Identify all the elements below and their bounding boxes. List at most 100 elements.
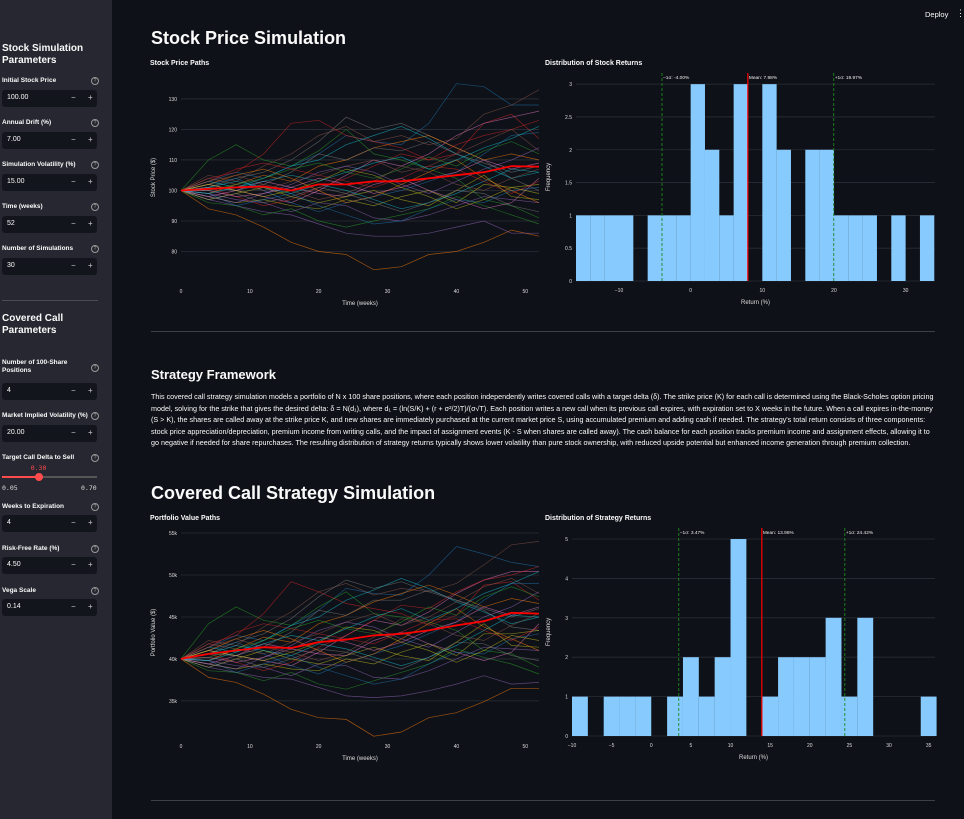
simulation-path (181, 141, 540, 191)
input-value[interactable]: 15.00 (7, 178, 25, 185)
initial-price-input[interactable]: 100.00 − + (2, 90, 97, 107)
y-tick-label: 55k (169, 531, 178, 537)
input-value[interactable]: 4 (7, 387, 11, 394)
input-value[interactable]: 52 (7, 220, 15, 227)
help-icon[interactable]: ? (91, 119, 99, 127)
x-tick-label: 35 (926, 743, 932, 749)
histogram-bar (572, 696, 588, 736)
time-weeks-input[interactable]: 52 − + (2, 216, 97, 233)
decrement-button[interactable]: − (71, 518, 76, 527)
help-icon[interactable]: ? (91, 412, 99, 420)
histogram-bar (833, 215, 849, 281)
simulation-path (180, 190, 540, 222)
decrement-button[interactable]: − (71, 386, 76, 395)
increment-button[interactable]: + (88, 219, 93, 228)
annual-drift-input[interactable]: 7.00 − + (2, 132, 97, 149)
weeks-expiration-input[interactable]: 4 − + (2, 515, 97, 532)
increment-button[interactable]: + (88, 93, 93, 102)
histogram-bar (590, 215, 605, 281)
help-icon[interactable]: ? (91, 545, 99, 553)
y-tick-label: 110 (169, 158, 177, 164)
histogram-bar (730, 539, 747, 736)
simulation-path (180, 83, 539, 191)
histogram-bar (635, 696, 652, 736)
x-tick-label: 30 (903, 288, 909, 294)
decrement-button[interactable]: − (71, 602, 76, 611)
help-icon[interactable]: ? (91, 454, 99, 462)
vertical-dots-icon[interactable]: ⋮ (956, 8, 964, 18)
delta-slider-label: Target Call Delta to Sell (2, 454, 75, 461)
decrement-button[interactable]: − (71, 219, 76, 228)
simulation-path (180, 633, 540, 685)
simulation-path (180, 126, 540, 191)
histogram-bar (891, 215, 906, 281)
histogram-bar (576, 215, 591, 281)
slider-min-label: 0.05 (2, 484, 18, 492)
input-value[interactable]: 100.00 (7, 94, 29, 101)
increment-button[interactable]: + (88, 177, 93, 186)
x-tick-label: 0 (180, 289, 183, 295)
decrement-button[interactable]: − (71, 560, 76, 569)
y-tick-label: 80 (171, 249, 177, 255)
num-simulations-input[interactable]: 30 − + (2, 258, 97, 275)
simulation-path (180, 591, 540, 670)
delta-slider[interactable] (2, 473, 97, 481)
help-icon[interactable]: ? (91, 587, 99, 595)
x-axis-label: Return (%) (741, 300, 770, 306)
histogram-bar (619, 696, 636, 736)
implied-vol-input[interactable]: 20.00 − + (2, 425, 97, 442)
sim-volatility-input[interactable]: 15.00 − + (2, 174, 97, 191)
increment-button[interactable]: + (88, 428, 93, 437)
x-tick-label: −10 (568, 743, 577, 749)
input-value[interactable]: 4 (7, 519, 11, 526)
increment-button[interactable]: + (88, 261, 93, 270)
input-value[interactable]: 20.00 (7, 429, 25, 436)
x-tick-label: −5 (609, 743, 615, 749)
increment-button[interactable]: + (88, 135, 93, 144)
help-icon[interactable]: ? (91, 503, 99, 511)
decrement-button[interactable]: − (71, 93, 76, 102)
help-icon[interactable]: ? (91, 364, 99, 372)
input-value[interactable]: 30 (7, 262, 15, 269)
slider-fill (2, 476, 39, 478)
section-divider (151, 331, 935, 332)
risk-free-input[interactable]: 4.50 − + (2, 557, 97, 574)
input-value[interactable]: 4.50 (7, 561, 21, 568)
decrement-button[interactable]: − (71, 135, 76, 144)
histogram-bar (618, 215, 634, 281)
input-value[interactable]: 7.00 (7, 136, 21, 143)
increment-button[interactable]: + (88, 560, 93, 569)
num-positions-input[interactable]: 4 − + (2, 383, 97, 400)
histogram-bar (714, 657, 731, 736)
decrement-button[interactable]: − (71, 177, 76, 186)
histogram-bar (778, 657, 794, 736)
y-tick-label: 5 (565, 537, 568, 543)
help-icon[interactable]: ? (91, 245, 99, 253)
histogram-bar (667, 696, 683, 736)
increment-button[interactable]: + (88, 518, 93, 527)
increment-button[interactable]: + (88, 602, 93, 611)
simulation-path (180, 128, 540, 219)
increment-button[interactable]: + (88, 386, 93, 395)
simulation-path (180, 184, 540, 210)
simulation-path (180, 613, 540, 661)
simulation-path (180, 168, 540, 210)
decrement-button[interactable]: − (71, 261, 76, 270)
simulation-path (180, 190, 540, 228)
line-label: Mean: 13.95% (763, 530, 795, 536)
y-tick-label: 100 (169, 188, 178, 194)
help-icon[interactable]: ? (91, 161, 99, 169)
slider-thumb[interactable] (34, 473, 43, 481)
simulation-path (181, 159, 540, 197)
decrement-button[interactable]: − (71, 428, 76, 437)
x-axis-label: Time (weeks) (342, 301, 378, 307)
simulation-path (180, 586, 540, 660)
help-icon[interactable]: ? (91, 77, 99, 85)
simulation-path (180, 168, 540, 210)
x-tick-label: 30 (385, 289, 391, 295)
vega-scale-input[interactable]: 0.14 − + (2, 599, 97, 616)
help-icon[interactable]: ? (91, 203, 99, 211)
deploy-button[interactable]: Deploy (925, 10, 949, 19)
y-tick-label: 3 (569, 82, 572, 88)
input-value[interactable]: 0.14 (7, 603, 21, 610)
